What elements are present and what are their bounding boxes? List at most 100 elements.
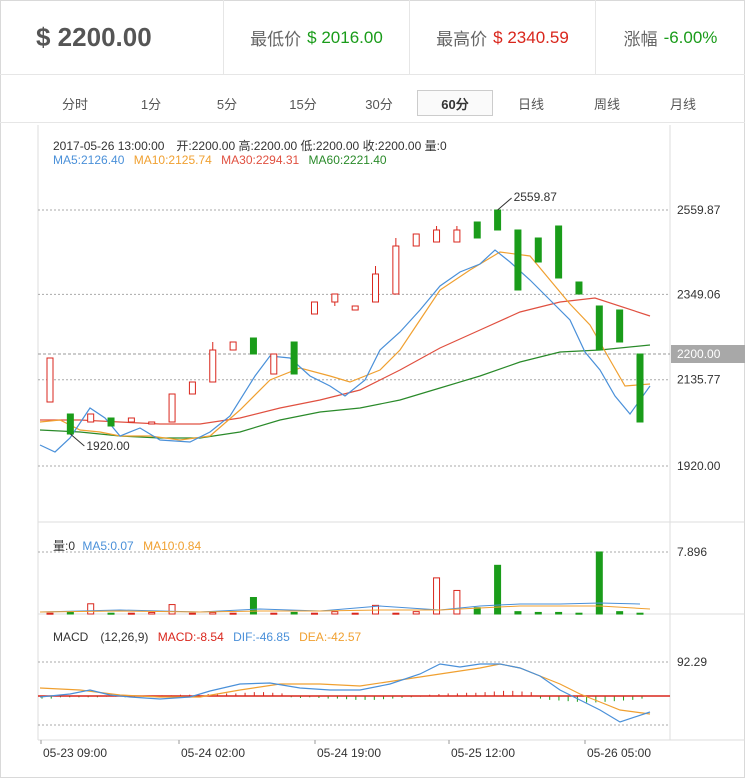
volume-ma10-label: MA10:0.84 — [143, 539, 202, 553]
candle-up — [433, 229, 441, 243]
volume-bar — [168, 604, 176, 615]
macd-info: MACD (12,26,9) MACD:-8.54 DIF:-46.85 DEA… — [53, 628, 367, 645]
change-label: 涨幅 — [623, 30, 658, 49]
price-tick-label: 2135.77 — [677, 373, 721, 387]
volume-bar — [494, 564, 502, 615]
candle-up — [127, 417, 135, 423]
current-price: $ 2200.00 — [36, 22, 152, 52]
candle-down — [290, 341, 298, 375]
dif-value-label: DIF:-46.85 — [233, 630, 290, 644]
extreme-annotations: 2559.87 1920.00 — [70, 190, 557, 453]
low-price-label: 最低价 — [250, 30, 302, 49]
price-tick-label: 2559.87 — [677, 203, 721, 217]
tab-week[interactable]: 周线 — [593, 96, 620, 112]
volume-bar — [412, 611, 420, 615]
volume-bar — [127, 612, 135, 615]
volume-label: 量:0 — [53, 539, 76, 553]
tab-30min[interactable]: 30分 — [365, 96, 393, 112]
candle-up — [229, 341, 237, 351]
volume-bar — [595, 551, 603, 615]
high-price-label: 最高价 — [436, 30, 488, 49]
macd-params-label: MACD (12,26,9) — [53, 630, 149, 644]
candle-up — [209, 349, 217, 383]
ma30-line — [40, 297, 651, 425]
volume-ma5-label: MA5:0.07 — [82, 539, 134, 553]
candle-down — [494, 209, 502, 231]
tab-day[interactable]: 日线 — [517, 96, 544, 112]
tab-month[interactable]: 月线 — [669, 96, 696, 112]
volume-bar — [66, 611, 74, 615]
candlesticks — [46, 209, 644, 435]
price-axis: 2559.87 2349.06 2135.77 1920.00 2200.00 — [671, 203, 745, 473]
tab-5min[interactable]: 5分 — [216, 96, 238, 112]
volume-bar — [46, 612, 54, 615]
candle-down — [473, 221, 481, 239]
candle-up — [168, 393, 176, 423]
volume-ma10-line — [39, 605, 651, 613]
volume-bar — [636, 612, 644, 615]
volume-bar — [209, 611, 217, 615]
candle-up — [148, 421, 156, 425]
candle-down — [595, 305, 603, 351]
price-tick-label: 2349.06 — [677, 287, 721, 301]
volume-tick-label: 7.896 — [677, 545, 707, 559]
volume-bar — [249, 597, 257, 615]
ma30-label: MA30:2294.31 — [221, 153, 300, 167]
min-annotation-label: 1920.00 — [86, 439, 130, 453]
macd-lines — [39, 663, 651, 723]
high-price-value: $ 2340.59 — [493, 27, 569, 47]
volume-ma-lines — [39, 602, 651, 613]
tab-fenshi[interactable]: 分时 — [61, 96, 88, 112]
candle-down — [66, 413, 74, 435]
candle-down — [514, 229, 522, 291]
ma5-line — [39, 249, 651, 453]
volume-bar — [453, 589, 461, 615]
time-tick-label: 05-25 12:00 — [451, 746, 515, 760]
candle-up — [412, 233, 420, 247]
min-annotation-pointer — [70, 433, 85, 447]
volume-bar — [616, 611, 624, 615]
price-tick-label: 1920.00 — [677, 459, 721, 473]
volume-bar — [310, 612, 318, 615]
ma-info: MA5:2126.40 MA10:2125.74 MA30:2294.31 MA… — [53, 153, 393, 167]
candle-down — [107, 417, 115, 427]
candle-up — [453, 229, 461, 243]
low-price-value: $ 2016.00 — [307, 27, 383, 47]
volume-bar — [290, 611, 298, 615]
candle-up — [188, 381, 196, 395]
volume-bar — [107, 612, 115, 615]
volume-bar — [351, 612, 359, 615]
macd-tick-label: 92.29 — [677, 655, 707, 669]
change-cell: 涨幅 -6.00% — [595, 0, 745, 75]
ma10-label: MA10:2125.74 — [133, 153, 212, 167]
high-price-cell: 最高价 $ 2340.59 — [409, 0, 595, 75]
candle-up — [351, 305, 359, 311]
ma60-line — [39, 344, 651, 439]
ma60-label: MA60:2221.40 — [308, 153, 387, 167]
timeframe-tabs: 分时 1分 5分 15分 30分 60分 日线 周线 月线 — [0, 75, 745, 123]
price-header: $ 2200.00 最低价 $ 2016.00 最高价 $ 2340.59 涨幅… — [0, 0, 745, 75]
current-price-tag-label: 2200.00 — [677, 347, 721, 361]
volume-bar — [188, 612, 196, 615]
candle-up — [46, 357, 54, 403]
candle-up — [310, 301, 318, 315]
tab-60min[interactable]: 60分 — [417, 90, 493, 116]
tab-1min[interactable]: 1分 — [140, 96, 162, 112]
volume-bars: 7.896 — [38, 545, 707, 615]
volume-bar — [575, 612, 583, 615]
volume-bar — [534, 611, 542, 615]
tab-15min[interactable]: 15分 — [289, 96, 317, 112]
volume-bar — [270, 612, 278, 615]
moving-average-lines — [39, 249, 651, 453]
candle-up — [372, 273, 380, 303]
candle-down — [636, 353, 644, 423]
volume-bar — [433, 577, 441, 615]
max-annotation-label: 2559.87 — [514, 190, 558, 204]
volume-bar — [331, 611, 339, 615]
ma5-label: MA5:2126.40 — [53, 153, 125, 167]
time-axis: 05-23 09:00 05-24 02:00 05-24 19:00 05-25 1… — [40, 740, 651, 760]
candle-up — [331, 293, 339, 303]
time-tick-label: 05-26 05:00 — [587, 746, 651, 760]
candle-up — [87, 413, 95, 423]
